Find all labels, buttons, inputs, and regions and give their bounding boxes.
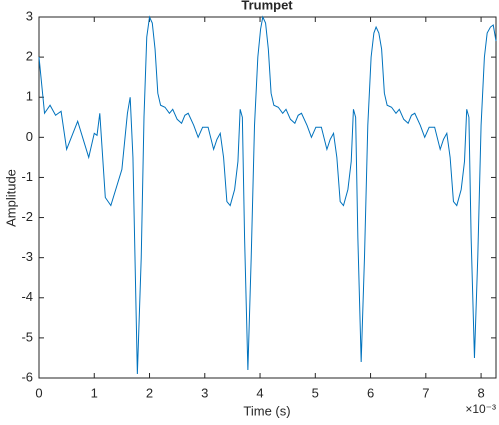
x-tick-label: 2 bbox=[146, 385, 153, 400]
data-line bbox=[38, 15, 497, 375]
x-axis-label: Time (s) bbox=[243, 403, 290, 418]
y-tick-label: -2 bbox=[21, 209, 33, 224]
x-tick-label: 7 bbox=[422, 385, 429, 400]
x-tick-label: 8 bbox=[477, 385, 484, 400]
x-tick-label: 6 bbox=[367, 385, 374, 400]
plot-area bbox=[38, 16, 497, 379]
chart-title: Trumpet bbox=[241, 0, 293, 12]
y-tick-label: 2 bbox=[26, 49, 33, 64]
y-tick-label: 1 bbox=[26, 89, 33, 104]
y-tick-label: -5 bbox=[21, 329, 33, 344]
y-tick-label: -6 bbox=[21, 369, 33, 384]
x-tick-label: 3 bbox=[201, 385, 208, 400]
x-tick-label: 5 bbox=[312, 385, 319, 400]
y-tick-label: -1 bbox=[21, 169, 33, 184]
y-tick-label: -4 bbox=[21, 289, 33, 304]
y-axis-label: Amplitude bbox=[3, 169, 18, 227]
x-tick-label: 1 bbox=[91, 385, 98, 400]
y-tick-label: -3 bbox=[21, 249, 33, 264]
x-exponent: ×10⁻³ bbox=[465, 402, 496, 416]
y-tick-label: 3 bbox=[26, 8, 33, 23]
x-tick-label: 4 bbox=[256, 385, 263, 400]
y-tick-label: 0 bbox=[26, 129, 33, 144]
x-tick-label: 0 bbox=[35, 385, 42, 400]
